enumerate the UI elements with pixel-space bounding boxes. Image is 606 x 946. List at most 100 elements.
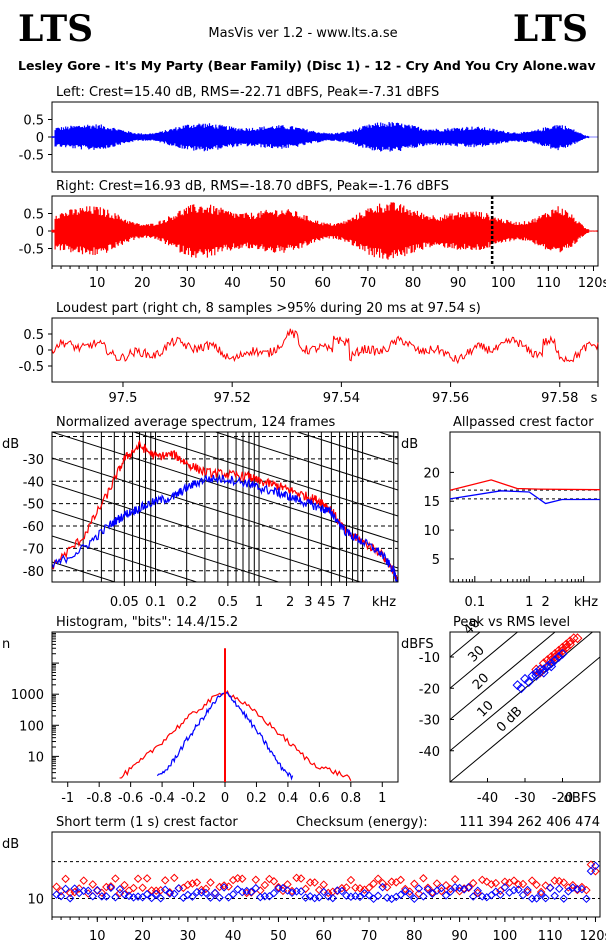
short-crest-point-blue [142,889,152,899]
short-crest-point-blue [523,885,532,895]
short-crest-point-red [310,878,319,887]
left-waveform-waveform-trace [51,122,598,152]
peak-rms-ytick-label: -40 [419,745,440,760]
short-crest-point-red [468,878,478,888]
loudest-part-xtick-label: s [591,391,598,406]
peak-rms-xtick-label: -30 [514,791,535,806]
right-waveform-xtick-label: 110 [536,276,561,291]
short-crest-point-blue [505,888,514,897]
short-crest-point-red [527,876,537,885]
crest-ytick-label: 5 [432,553,440,568]
peak-rms-point-red [572,633,583,644]
short-crest-point-blue [151,889,161,899]
short-crest-point-blue [378,882,387,892]
spectrum-ytick-label: -50 [23,498,44,513]
right-waveform-xtick-label: 80 [405,276,422,291]
right-waveform-ytick-label: 0.5 [23,208,44,223]
short-crest-point-blue [314,893,324,902]
short-crest-point-red [423,883,433,892]
loudest-part-xtick-label: 97.5 [109,391,138,406]
spectrum-xtick-label: 0.05 [110,595,139,610]
short-crest-point-blue [554,884,564,893]
spectrum-slope-line [52,509,281,582]
spectrum-xtick-label: 0.5 [218,595,239,610]
short-crest-point-red [450,875,460,884]
short-crest-point-blue [56,891,66,901]
peak-rms-point-blue [557,648,568,659]
short-crest-point-red [133,874,143,883]
short-crest-xtick-label: 50 [270,929,287,944]
short-crest-point-blue [423,885,433,894]
short-crest-point-red [536,887,546,897]
short-crest-point-red [491,878,501,888]
peak-rms-point-red [557,645,568,656]
short-crest-point-blue [70,884,79,893]
short-crest-point-red [296,874,306,883]
histogram-xtick-label: -0.2 [181,791,206,806]
right-waveform-xtick-label: 10 [89,276,106,291]
short-crest-point-blue [83,886,93,895]
spectrum-slope-line [213,432,398,491]
peak-rms-xtick-label: -40 [477,791,498,806]
peak-rms-point-red [565,639,575,650]
histogram-ylabel: n [2,637,10,652]
short-crest-point-red [61,874,70,884]
peak-rms-ylabel: dBFS [401,637,434,652]
short-crest-point-blue [468,892,478,901]
spectrum-slope-line [52,535,199,582]
histogram-series-red [119,690,352,782]
histogram-ytick-label: 10 [27,750,44,765]
spectrum-slope-line [52,483,362,582]
short-crest-xtick-label: 110 [538,929,563,944]
right-waveform-title: Right: Crest=16.93 dB, RMS=-18.70 dBFS, … [56,179,449,194]
peak-rms-point-red [538,658,549,669]
short-crest-point-blue [541,893,550,903]
spectrum-slope-line [52,276,398,386]
short-crest-point-blue [419,892,428,901]
histogram-xtick-label: 0.2 [246,791,267,806]
spectrum-xlabel: kHz [372,595,396,610]
left-waveform-ytick-label: 0 [36,131,44,146]
short-crest-point-red [532,880,541,890]
short-crest-point-blue [170,889,179,899]
short-crest-point-red [260,880,270,890]
right-waveform-xtick-label: 50 [269,276,286,291]
short-crest-point-blue [174,884,184,893]
file-name: Lesley Gore - It's My Party (Bear Family… [18,58,596,73]
short-crest-point-blue [532,894,541,903]
short-crest-xtick-label: 30 [180,929,197,944]
short-crest-point-red [265,874,274,884]
histogram-xtick-label: -0.8 [86,791,111,806]
peak-rms-point-blue [546,658,557,669]
short-crest-point-blue [106,883,116,892]
spectrum-ytick-label: -60 [23,520,44,535]
short-crest-point-red [509,876,519,885]
checksum-label: Checksum (energy): [296,815,428,830]
peak-rms-title: Peak vs RMS level [453,615,570,630]
spectrum-ytick-label: -30 [23,453,44,468]
short-crest-ylabel: dB [2,837,19,852]
short-crest-point-blue [464,882,473,892]
spectrum-ytick-label: -80 [23,565,44,580]
right-waveform-waveform-trace [51,202,598,260]
crest-frame [449,431,601,583]
short-crest-point-blue [188,892,197,901]
right-waveform-ytick-label: -0.5 [19,243,44,258]
histogram-xtick-label: 0.4 [278,791,299,806]
loudest-part-ytick-label: 0.5 [23,328,44,343]
crest-ytick-label: 10 [423,524,440,539]
short-crest-point-red [518,879,528,889]
short-crest-point-red [342,883,351,892]
histogram-xtick-label: -0.6 [118,791,143,806]
short-crest-point-red [237,874,247,883]
lts-logo-left: LTS [18,8,94,50]
short-crest-point-blue [224,893,233,902]
short-crest-frame [51,831,601,918]
loudest-part-title: Loudest part (right ch, 8 samples >95% d… [56,301,481,316]
short-crest-point-red [591,867,600,876]
spectrum-xtick-label: 4 [317,595,325,610]
short-crest-xtick-label: 70 [361,929,378,944]
spectrum-xtick-label: 7 [342,595,350,610]
crest-ytick-label: 20 [423,466,440,481]
